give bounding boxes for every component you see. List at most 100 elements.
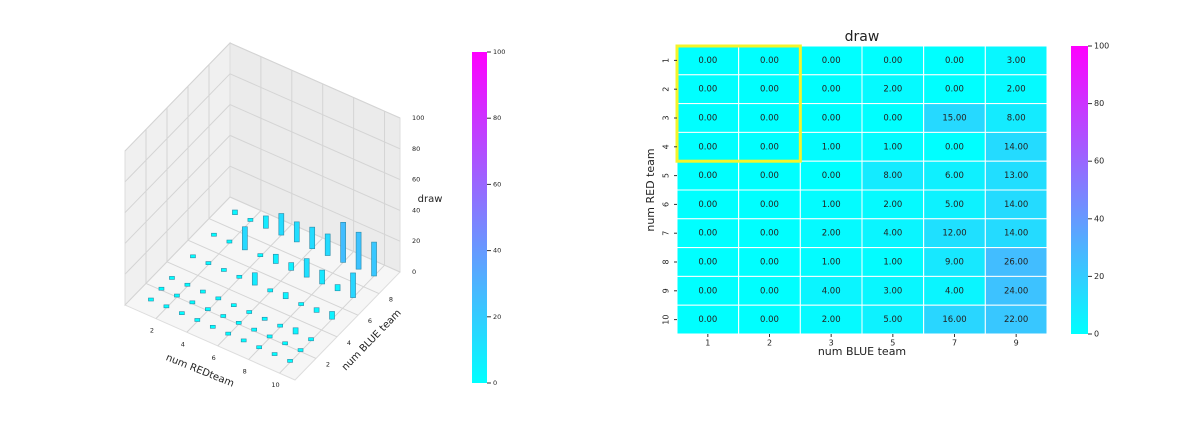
heatmap-cell [799, 160, 863, 191]
heatmap-cell [738, 103, 801, 133]
grid-line [124, 134, 401, 244]
colorbar-tick-label: 80 [1094, 99, 1104, 108]
heatmap-cell [676, 304, 740, 335]
cell-label: 3.00 [883, 286, 902, 296]
cell-label: 13.00 [1004, 171, 1028, 181]
heatmap-cell [923, 131, 986, 162]
z-tick-label: 0 [412, 268, 416, 276]
grid-line [279, 111, 386, 374]
cell-label: 2.00 [883, 200, 902, 210]
heatmap-cell [799, 247, 863, 277]
bar [277, 323, 283, 328]
y-tick-label: 4 [662, 144, 671, 149]
y-tick-label: 4 [347, 339, 351, 347]
heatmap-cell [923, 275, 986, 306]
z-axis-label: draw [418, 194, 443, 205]
cell-label: 0.00 [883, 114, 902, 124]
x-tick-label: 2 [767, 339, 772, 348]
cell-label: 0.00 [760, 142, 779, 152]
cell-label: 0.00 [945, 56, 964, 66]
x-tick-label: 6 [212, 354, 216, 362]
z-tick-label: 60 [412, 176, 420, 184]
colorbar-tick-label: 20 [493, 313, 501, 321]
cell-label: 1.00 [822, 142, 841, 152]
grid-line [124, 165, 401, 275]
y-tick-label: 5 [662, 173, 671, 178]
grid-line [166, 107, 338, 338]
bar [211, 232, 217, 237]
colorbar-tick-label: 80 [493, 114, 501, 122]
bar [309, 226, 316, 250]
cell-label: 0.00 [698, 229, 717, 239]
heatmap-cell [738, 218, 801, 249]
heatmap-cell [984, 275, 1048, 306]
cell-label: 0.00 [760, 229, 779, 239]
bar [215, 296, 222, 301]
grid-line [187, 86, 359, 316]
cell-label: 0.00 [822, 171, 841, 181]
bar [221, 268, 227, 272]
grid-line [217, 83, 324, 347]
cell-label: 3.00 [1007, 56, 1026, 66]
highlight-box [675, 44, 802, 163]
heatmap-cell [861, 45, 925, 76]
cell-label: 0.00 [698, 200, 717, 210]
bar [263, 215, 269, 229]
y-tick-label: 2 [662, 87, 671, 92]
cell-label: 4.00 [822, 286, 841, 296]
colorbar-tick-label: 40 [1094, 214, 1104, 223]
bar [329, 311, 335, 320]
bar [230, 303, 237, 307]
heatmap-cell [799, 131, 863, 162]
bar [194, 318, 201, 322]
cell-label: 24.00 [1004, 286, 1028, 296]
bar [220, 314, 227, 318]
y-tick-label: 8 [662, 259, 671, 264]
grid-line [208, 64, 380, 295]
cell-label: 0.00 [760, 171, 779, 181]
y-tick-label: 6 [662, 202, 671, 207]
bar [287, 359, 293, 363]
heatmap-cell [799, 74, 863, 105]
cell-label: 2.00 [883, 85, 902, 95]
bar [292, 327, 299, 335]
cell-label: 0.00 [698, 56, 717, 66]
heatmap-cell [984, 131, 1048, 162]
heatmap-cell [984, 218, 1048, 249]
heatmap-cell [861, 103, 925, 133]
bar [288, 262, 295, 271]
y-tick-label: 7 [662, 231, 671, 236]
cell-label: 0.00 [822, 56, 841, 66]
cell-label: 2.00 [1007, 85, 1026, 95]
chart-title: draw [845, 29, 880, 45]
cell-label: 0.00 [698, 315, 717, 325]
colorbar [472, 52, 487, 383]
heatmap-cell [861, 304, 925, 335]
bar [319, 269, 325, 285]
bar [190, 254, 196, 259]
cell-label: 14.00 [1004, 229, 1028, 239]
bar [246, 310, 253, 314]
cell-label: 0.00 [698, 258, 717, 268]
bar [225, 331, 232, 336]
cell-label: 14.00 [1004, 200, 1028, 210]
y-tick-label: 1 [662, 58, 671, 63]
bar [184, 282, 191, 287]
grid-line [145, 129, 317, 359]
bar [251, 272, 258, 286]
y-tick-label: 6 [368, 317, 372, 325]
cell-label: 8.00 [883, 171, 902, 181]
bar [242, 226, 248, 251]
heatmap-cell [861, 247, 925, 277]
cell-label: 0.00 [822, 85, 841, 95]
cell-label: 0.00 [760, 258, 779, 268]
bar [293, 221, 300, 243]
heatmap-cell [984, 160, 1048, 191]
cell-label: 8.00 [1007, 114, 1026, 124]
bar [169, 276, 175, 280]
grid-line [124, 42, 401, 152]
cell-label: 0.00 [698, 171, 717, 181]
bar [271, 352, 278, 356]
x-tick-label: 10 [271, 381, 279, 389]
heatmap-cell [861, 218, 925, 249]
